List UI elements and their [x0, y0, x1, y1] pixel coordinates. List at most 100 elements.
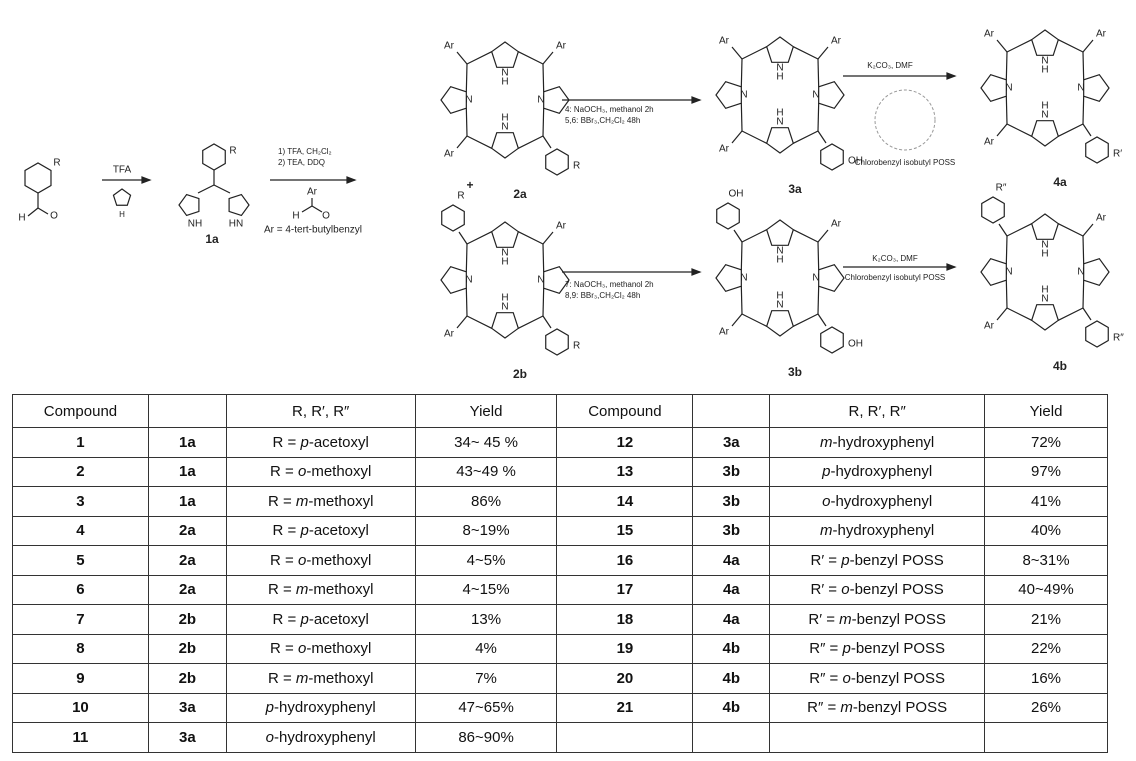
bond: [542, 135, 552, 149]
scheme-text: H: [119, 210, 125, 219]
bond: [27, 207, 39, 217]
ring: [440, 85, 467, 115]
bond: [1082, 280, 1085, 309]
scheme-text: R: [573, 341, 580, 352]
scheme-text: Ar: [984, 29, 995, 40]
bond: [817, 58, 820, 87]
table-cell: 7: [12, 604, 149, 635]
bond: [817, 286, 820, 315]
table-row: 5 2a R = o-methoxyl 4~5% 16 4a R′ = p-benzyl P…: [12, 545, 1108, 576]
table-cell: 13: [556, 456, 694, 487]
table-cell: m-hydroxyphenyl: [769, 515, 986, 546]
scheme-text: N: [537, 275, 544, 286]
scheme-text: H: [1041, 101, 1048, 112]
table-cell: p-hydroxyphenyl: [769, 456, 986, 487]
scheme-text: N: [501, 302, 508, 313]
bond: [996, 307, 1008, 321]
empty-cell: [692, 722, 771, 753]
scheme-text: OH: [729, 189, 744, 200]
bond: [37, 207, 49, 215]
table-cell: 86%: [414, 486, 558, 517]
ring: [1030, 29, 1060, 56]
bond: [1005, 96, 1008, 125]
bond: [518, 315, 544, 329]
scheme-text: Ar: [444, 41, 455, 52]
ring: [543, 265, 570, 295]
bond: [793, 313, 819, 327]
scheme-text: H: [501, 77, 508, 88]
scheme-text: 4: NaOCH₃, methanol 2h: [565, 105, 654, 114]
ring: [24, 162, 52, 194]
bond: [1058, 307, 1084, 321]
scheme-text: Ar: [831, 36, 842, 47]
table-cell: 41%: [984, 486, 1108, 517]
bond: [542, 51, 554, 65]
bond: [733, 229, 743, 243]
ring: [545, 328, 569, 356]
header-cell: [147, 394, 227, 428]
arrow-head: [141, 176, 152, 184]
table-cell: R″ = m-benzyl POSS: [769, 692, 986, 723]
bond: [1082, 223, 1094, 237]
scheme-text: N: [1041, 240, 1048, 251]
table-cell: 8~19%: [414, 515, 558, 546]
header-cell: R, R′, R″: [769, 394, 986, 428]
ring: [820, 143, 844, 171]
arrow-head: [346, 176, 357, 184]
table-row: 9 2b R = m-methoxyl 7% 20 4b R″ = o-benzyl POS…: [12, 663, 1108, 694]
bond: [817, 130, 827, 144]
bond: [465, 243, 468, 272]
table-cell: p-hydroxyphenyl: [225, 692, 416, 723]
table-cell: 10: [12, 692, 149, 723]
scheme-text: N: [1077, 83, 1084, 94]
scheme-text: OH: [848, 156, 863, 167]
table-cell: 4b: [692, 633, 771, 664]
bond: [1082, 307, 1092, 321]
scheme-text: H: [292, 211, 299, 222]
table-cell: 86~90%: [414, 722, 558, 753]
table-cell: 1a: [147, 427, 227, 458]
table-cell: 21: [556, 692, 694, 723]
scheme-text: N: [465, 275, 472, 286]
scheme-text: H: [1041, 65, 1048, 76]
arrow-head: [691, 268, 702, 276]
scheme-text: +: [466, 178, 473, 192]
scheme-text: N: [1041, 56, 1048, 67]
scheme-text: R: [573, 161, 580, 172]
scheme-text: N: [1005, 267, 1012, 278]
bond: [1058, 223, 1084, 237]
scheme-text: Ar: [719, 327, 730, 338]
table-cell: 20: [556, 663, 694, 694]
scheme-text: O: [322, 211, 330, 222]
header-cell: Yield: [414, 394, 558, 428]
scheme-text: N: [501, 122, 508, 133]
table-cell: 2a: [147, 574, 227, 605]
bond: [1006, 223, 1032, 237]
empty-cell: [769, 722, 986, 753]
ring: [715, 80, 742, 110]
table-cell: 34~ 45 %: [414, 427, 558, 458]
scheme-text: Ar: [719, 36, 730, 47]
scheme-text: H: [501, 257, 508, 268]
scheme-text: R″: [996, 183, 1007, 194]
bond: [1082, 123, 1092, 137]
table-cell: R″ = o-benzyl POSS: [769, 663, 986, 694]
bond: [1082, 51, 1085, 80]
bond: [465, 108, 468, 137]
bond: [1006, 307, 1032, 321]
bond: [740, 103, 743, 132]
bond: [731, 46, 743, 60]
bond: [741, 313, 767, 327]
table-cell: 2a: [147, 515, 227, 546]
bond: [542, 63, 545, 92]
bond: [793, 130, 819, 144]
ring: [765, 219, 795, 246]
bond: [817, 229, 829, 243]
scheme-text: N: [1005, 83, 1012, 94]
scheme-text: 2) TEA, DDQ: [278, 158, 325, 167]
ring: [716, 202, 740, 230]
scheme-text: H: [776, 255, 783, 266]
bond: [466, 315, 492, 329]
ring: [1085, 136, 1109, 164]
ring: [715, 263, 742, 293]
